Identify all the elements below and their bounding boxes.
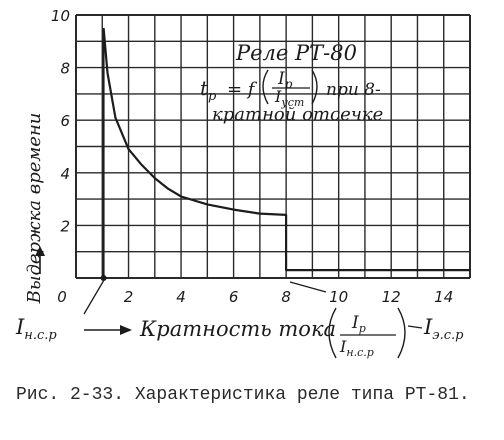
y-axis-label: Выдержка времени — [24, 113, 45, 305]
formula-denominator: Iуст — [274, 87, 304, 109]
grid — [75, 14, 471, 279]
x-axis-label: Кратность тока — [139, 317, 336, 341]
x-axis-arrowhead — [120, 325, 132, 335]
formula-fn: = f — [227, 79, 258, 100]
formula-lhs: tр — [200, 76, 217, 104]
y-tick-label: 8 — [60, 60, 70, 78]
x-tick-label: 12 — [382, 288, 401, 306]
formula-numerator: Iр — [277, 69, 293, 91]
x-start-label: Iн.с.р — [15, 315, 57, 343]
y-tick-label: 10 — [51, 7, 70, 25]
x-label-denominator: Iн.с.р — [339, 337, 374, 359]
x-start-pointer — [83, 279, 105, 315]
y-tick-label: 4 — [60, 165, 70, 183]
formula-tail-2: кратной отсечке — [212, 104, 383, 125]
x-label-paren-left — [328, 307, 337, 359]
series — [100, 28, 470, 281]
x-tick-label: 4 — [176, 288, 186, 306]
x-tick-label: 10 — [329, 288, 348, 306]
chart-title: Реле РТ-80 — [235, 41, 357, 65]
formula-paren-right — [311, 69, 318, 105]
y-axis-arrowhead — [35, 246, 45, 256]
x-end-label: Iэ.с.р — [423, 315, 464, 343]
x-label-numerator: Iр — [351, 313, 366, 335]
x-end-pointer-from-axis — [289, 281, 327, 293]
x-label-paren-right — [397, 307, 406, 359]
x-end-pointer — [407, 325, 423, 329]
curve-start-point — [100, 275, 107, 281]
x-tick-label: 6 — [229, 288, 239, 306]
characteristic-curve — [102, 28, 470, 272]
x-tick-label: 2 — [124, 288, 134, 306]
y-tick-label: 6 — [60, 112, 70, 130]
formula-tail: при 8- — [326, 80, 381, 100]
x-tick-label: 14 — [434, 288, 453, 306]
x-tick-label: 8 — [281, 288, 291, 306]
figure-caption: Рис. 2-33. Характеристика реле типа РТ-8… — [16, 385, 470, 405]
formula-paren-left — [262, 69, 269, 105]
x-tick-label: 0 — [57, 288, 67, 306]
tick-labels: 0 2 4 6 8 10 12 14 2 4 6 8 10 — [51, 7, 453, 306]
y-tick-label: 2 — [60, 217, 70, 235]
